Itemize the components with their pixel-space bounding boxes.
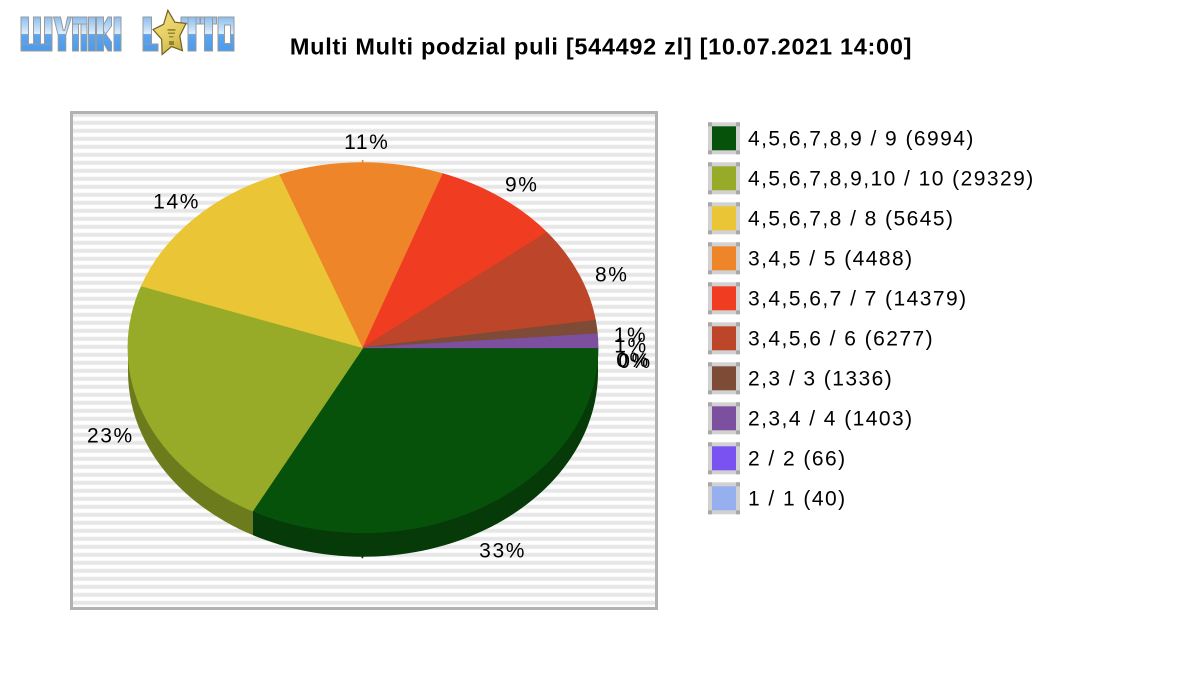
svg-text:11%: 11% [344,131,389,154]
svg-text:0%: 0% [618,350,652,373]
svg-text:2 / 2 (66): 2 / 2 (66) [748,448,847,471]
svg-text:3,4,5,6 / 6 (6277): 3,4,5,6 / 6 (6277) [748,328,934,351]
svg-text:1%: 1% [614,324,648,347]
svg-text:2,3 / 3 (1336): 2,3 / 3 (1336) [748,368,893,391]
svg-text:0%: 0% [616,349,650,372]
svg-text:9%: 9% [505,173,539,196]
svg-text:14%: 14% [153,191,200,214]
svg-text:8%: 8% [595,264,629,287]
svg-text:23%: 23% [87,425,134,448]
svg-text:Multi Multi podzial puli [5444: Multi Multi podzial puli [544492 zl] [10… [290,34,912,60]
svg-text:2,3,4 / 4 (1403): 2,3,4 / 4 (1403) [748,408,914,431]
svg-text:33%: 33% [479,539,526,562]
svg-text:4,5,6,7,8 / 8 (5645): 4,5,6,7,8 / 8 (5645) [748,208,954,231]
svg-text:1%: 1% [614,335,648,358]
svg-text:1 / 1 (40): 1 / 1 (40) [748,488,847,511]
svg-text:3,4,5 / 5 (4488): 3,4,5 / 5 (4488) [748,248,914,271]
svg-text:4,5,6,7,8,9 / 9 (6994): 4,5,6,7,8,9 / 9 (6994) [748,128,975,151]
svg-text:4,5,6,7,8,9,10 / 10 (29329): 4,5,6,7,8,9,10 / 10 (29329) [748,168,1035,191]
svg-text:3,4,5,6,7 / 7 (14379): 3,4,5,6,7 / 7 (14379) [748,288,968,311]
